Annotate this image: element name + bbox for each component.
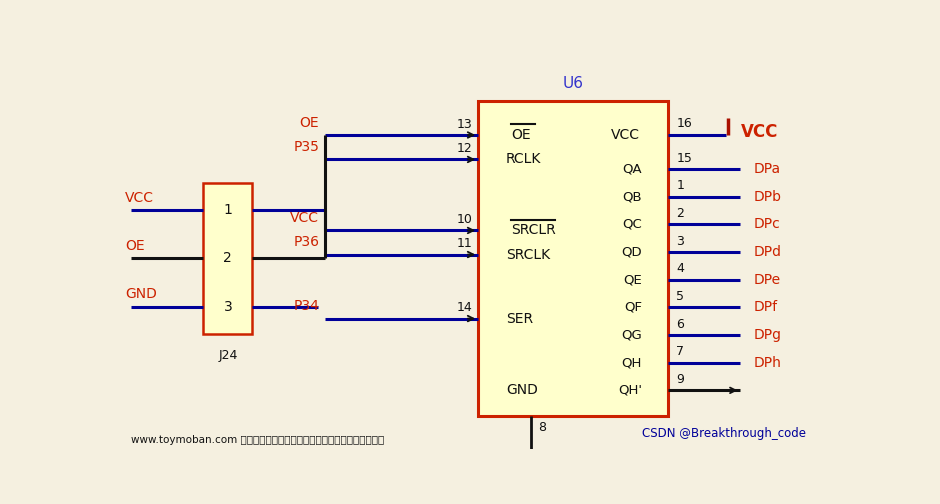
Text: 13: 13 — [457, 117, 472, 131]
Text: SER: SER — [506, 311, 533, 326]
Text: QG: QG — [621, 329, 642, 342]
Text: 12: 12 — [457, 142, 472, 155]
Text: 1: 1 — [224, 203, 232, 217]
Text: 11: 11 — [457, 237, 472, 250]
Text: QD: QD — [621, 245, 642, 259]
Text: J24: J24 — [218, 349, 238, 362]
Text: P35: P35 — [293, 140, 320, 154]
Text: P36: P36 — [293, 235, 320, 249]
Text: 4: 4 — [676, 263, 684, 275]
Text: SRCLK: SRCLK — [506, 247, 550, 262]
Text: DPb: DPb — [754, 190, 781, 204]
Text: CSDN @Breakthrough_code: CSDN @Breakthrough_code — [642, 427, 806, 440]
Text: QA: QA — [622, 163, 642, 175]
Text: QC: QC — [622, 218, 642, 231]
Text: 15: 15 — [676, 152, 692, 165]
Text: GND: GND — [506, 384, 538, 397]
Text: 1: 1 — [676, 179, 684, 193]
Text: 10: 10 — [457, 213, 472, 226]
Text: QB: QB — [622, 191, 642, 203]
Bar — [478, 101, 667, 416]
Text: 3: 3 — [224, 300, 232, 314]
Text: DPa: DPa — [754, 162, 780, 176]
Text: OE: OE — [511, 128, 530, 142]
Text: 5: 5 — [676, 290, 684, 303]
Text: OE: OE — [125, 239, 145, 253]
Bar — [203, 183, 252, 334]
Text: QH': QH' — [618, 384, 642, 397]
Text: P34: P34 — [293, 299, 320, 313]
Text: GND: GND — [125, 287, 157, 301]
Text: SRCLR: SRCLR — [511, 223, 556, 237]
Text: 6: 6 — [676, 318, 684, 331]
Text: VCC: VCC — [125, 191, 154, 205]
Text: 2: 2 — [224, 251, 232, 266]
Text: 16: 16 — [676, 117, 692, 130]
Text: RCLK: RCLK — [506, 152, 541, 166]
Text: 9: 9 — [676, 373, 684, 386]
Text: DPe: DPe — [754, 273, 780, 287]
Text: DPh: DPh — [754, 356, 781, 370]
Text: DPg: DPg — [754, 328, 781, 342]
Text: 14: 14 — [457, 301, 472, 314]
Text: 3: 3 — [676, 235, 684, 248]
Text: OE: OE — [300, 115, 320, 130]
Text: QE: QE — [623, 273, 642, 286]
Text: 7: 7 — [676, 345, 684, 358]
Text: QF: QF — [624, 301, 642, 314]
Text: 8: 8 — [539, 421, 546, 434]
Text: DPd: DPd — [754, 245, 781, 259]
Text: DPf: DPf — [754, 300, 777, 314]
Text: 2: 2 — [676, 207, 684, 220]
Text: VCC: VCC — [611, 128, 640, 142]
Text: U6: U6 — [562, 76, 584, 91]
Text: VCC: VCC — [290, 211, 320, 225]
Text: VCC: VCC — [741, 123, 778, 141]
Text: QH: QH — [621, 356, 642, 369]
Text: www.toymoban.com 网络图片仅供展示，非存储，如有侵权请联系删除。: www.toymoban.com 网络图片仅供展示，非存储，如有侵权请联系删除。 — [131, 435, 384, 445]
Text: DPc: DPc — [754, 217, 780, 231]
